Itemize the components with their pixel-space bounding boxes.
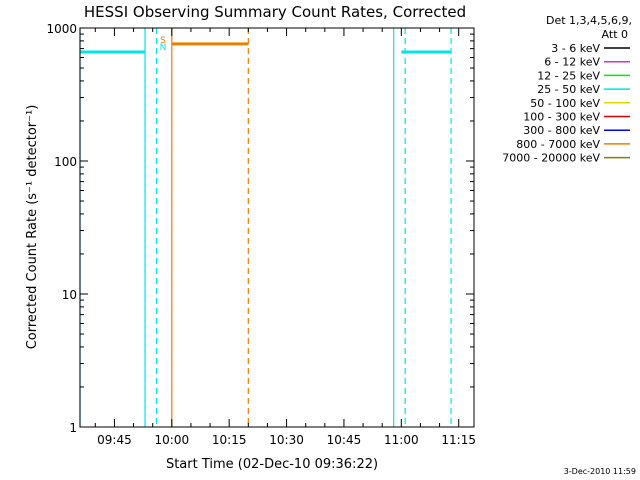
axes: 1 10 100 1000 09:45 10:00 10:15 10:30 10:45 11:00…: [46, 22, 476, 447]
y-tick-label: 1: [69, 421, 77, 435]
y-tick-label: 100: [54, 155, 77, 169]
chart-title: HESSI Observing Summary Count Rates, Cor…: [84, 3, 466, 21]
y-tick-label: 10: [62, 288, 77, 302]
legend-label: 7000 - 20000 keV: [502, 152, 600, 165]
x-tick-label: 10:15: [212, 433, 247, 447]
legend-label: 50 - 100 keV: [530, 97, 600, 110]
y-tick-label: 1000: [46, 22, 77, 36]
legend-header: Att 0: [602, 28, 628, 41]
x-tick-label: 10:45: [327, 433, 362, 447]
x-tick-label: 11:15: [441, 433, 476, 447]
legend-label: 25 - 50 keV: [537, 83, 600, 96]
legend-label: 3 - 6 keV: [551, 42, 600, 55]
x-axis-label: Start Time (02-Dec-10 09:36:22): [166, 457, 378, 472]
x-tick-label: 09:45: [97, 433, 132, 447]
x-tick-label: 11:00: [384, 433, 419, 447]
y-axis-label: Corrected Count Rate (s⁻¹ detector⁻¹): [25, 105, 40, 350]
legend-label: 6 - 12 keV: [544, 56, 600, 69]
plot-frame: [79, 27, 475, 428]
x-tick-label: 10:00: [155, 433, 190, 447]
legend-label: 100 - 300 keV: [523, 111, 600, 124]
legend-header: Det 1,3,4,5,6,9,: [546, 14, 632, 27]
legend-label: 300 - 800 keV: [523, 124, 600, 137]
legend-label: 12 - 25 keV: [537, 69, 600, 82]
footer-timestamp: 3-Dec-2010 11:59: [564, 467, 636, 476]
legend-label: 800 - 7000 keV: [516, 138, 600, 151]
x-tick-label: 10:30: [269, 433, 304, 447]
flag-label: S: [160, 36, 166, 46]
flag-label: N: [160, 43, 167, 53]
